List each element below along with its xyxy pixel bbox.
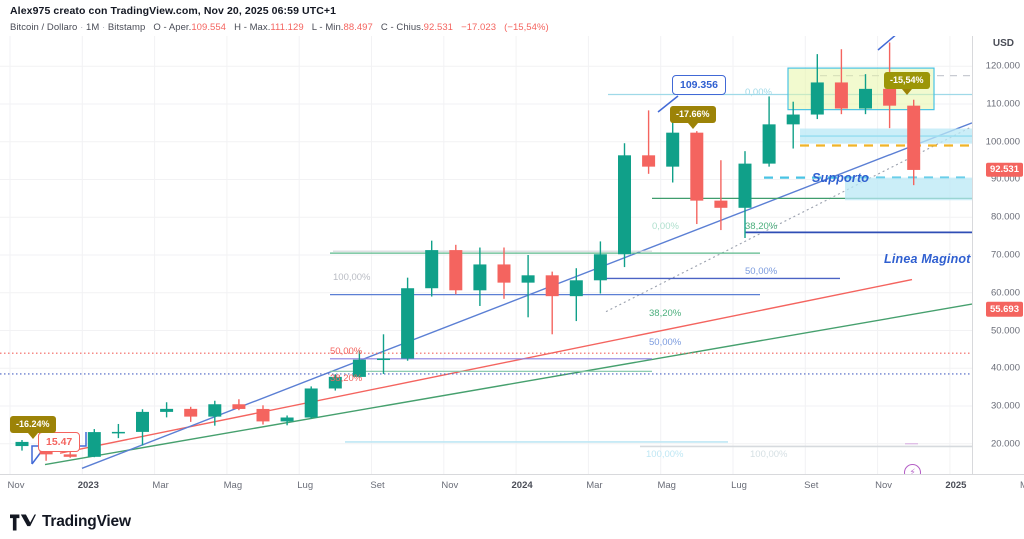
drawdown-badge-1766[interactable]: -17.66% — [670, 106, 716, 129]
time-axis[interactable]: Nov 2023 Mar Mag Lug Set Nov 2024 Mar Mag Lug Set No… — [0, 474, 1024, 498]
legend-change-pct: (−15,54%) — [504, 22, 549, 33]
price-tick-0: 120.000 — [985, 60, 1020, 72]
drawdown-badge-1624[interactable]: -16.24% — [10, 416, 56, 439]
tradingview-wordmark: TradingView — [42, 513, 131, 530]
time-tick-14: Mar — [1020, 480, 1024, 491]
price-tick-8: 40.000 — [990, 362, 1020, 374]
label-linea-maginot: Linea Maginot — [884, 252, 971, 266]
price-tick-7: 50.000 — [990, 325, 1020, 337]
time-tick-0: Nov — [7, 480, 25, 491]
price-tick-3: 90.000 — [990, 173, 1020, 185]
time-tick-13: 2025 — [945, 480, 967, 491]
label-supporto: Supporto — [812, 171, 870, 185]
lightning-icon[interactable]: ⚡ — [904, 464, 921, 474]
time-tick-12: Nov — [875, 480, 893, 491]
price-tick-1: 110.000 — [986, 98, 1020, 110]
time-tick-10: Lug — [731, 480, 747, 491]
price-tick-4: 80.000 — [990, 211, 1020, 223]
price-tag-55.693[interactable]: 55.693 — [985, 301, 1023, 317]
price-tick-2: 100.000 — [985, 136, 1020, 148]
price-tick-6: 60.000 — [990, 287, 1020, 299]
time-tick-7: 2024 — [511, 480, 533, 491]
legend-exchange[interactable]: Bitstamp — [107, 22, 146, 33]
tradingview-logo: TradingView — [10, 513, 131, 531]
legend-low-label: L - Min. — [311, 22, 344, 33]
legend-low-value: 88.497 — [343, 22, 373, 33]
price-tick-10: 20.000 — [990, 438, 1020, 450]
time-tick-2: Mar — [152, 480, 169, 491]
price-callout-109356[interactable]: 109.356 — [672, 75, 726, 95]
price-tick-5: 70.000 — [990, 249, 1020, 261]
legend-change-abs: −17.023 — [461, 22, 497, 33]
time-tick-9: Mag — [657, 480, 676, 491]
time-tick-4: Lug — [297, 480, 314, 491]
time-tick-6: Nov — [441, 480, 459, 491]
legend-close-value: 92.531 — [423, 22, 454, 33]
tradingview-mark-icon — [10, 514, 36, 530]
chart-canvas — [0, 36, 972, 474]
time-tick-8: Mar — [586, 480, 603, 491]
time-tick-11: Set — [804, 480, 819, 491]
legend-close-label: C - Chius. — [380, 22, 424, 33]
price-tick-9: 30.000 — [990, 400, 1020, 412]
price-axis-unit: USD — [992, 38, 1014, 49]
legend-open-label: O - Aper. — [153, 22, 192, 33]
price-tag-92.531[interactable]: 92.531 — [985, 162, 1023, 178]
legend-open-value: 109.554 — [191, 22, 227, 33]
drawdown-badge-1554[interactable]: -15,54% — [884, 72, 930, 95]
chart-legend: Bitcoin / Dollaro · 1M · Bitstamp O - Ap… — [10, 22, 549, 33]
legend-interval[interactable]: 1M — [86, 22, 100, 33]
price-callout-1547[interactable]: 15.47 — [38, 432, 81, 452]
legend-high-label: H - Max. — [234, 22, 271, 33]
legend-symbol[interactable]: Bitcoin / Dollaro — [10, 22, 78, 33]
time-tick-1: 2023 — [77, 480, 99, 491]
attribution-text: Alex975 creato con TradingView.com, Nov … — [10, 5, 337, 17]
price-axis[interactable]: USD 120.000 110.000 100.000 90.000 80.000 70.… — [972, 36, 1024, 474]
legend-high-value: 111.129 — [270, 22, 304, 33]
plot-area[interactable]: 100,00% 50,00% 38,20% 0,00% 38,20% 38,20… — [0, 36, 972, 474]
time-tick-3: Mag — [223, 480, 243, 491]
time-tick-5: Set — [370, 480, 385, 491]
